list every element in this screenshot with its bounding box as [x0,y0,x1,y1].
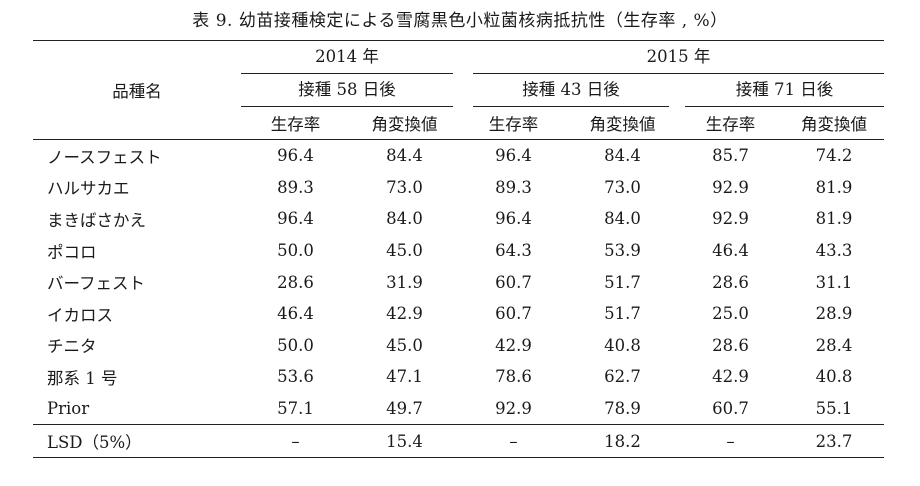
survival-rate-cell: 42.9 [712,367,749,387]
subcol-survival: 生存率 [270,115,321,134]
table-row: まきばさかえ 96.4 84.0 96.4 84.0 92.9 81.9 [33,203,884,235]
lsd-value-cell: 18.2 [568,424,677,458]
lsd-label: LSD（5%） [33,424,241,458]
angular-value-cell: 40.8 [815,367,853,387]
angular-value-cell: 43.3 [815,241,853,261]
lsd-value-cell: 15.4 [350,424,459,458]
survival-rate-cell: 50.0 [277,241,314,261]
subcol-angular: 角変換値 [371,115,438,134]
table-row: バーフェスト 28.6 31.9 60.7 51.7 28.6 31.1 [33,266,884,298]
angular-value-cell: 31.1 [815,272,853,292]
survival-rate-cell: 78.6 [495,367,532,387]
lsd-value-cell: – [241,424,350,458]
table-row: チニタ 50.0 45.0 42.9 40.8 28.6 28.4 [33,330,884,362]
variety-name: ポコロ [47,242,97,262]
survival-rate-cell: 42.9 [495,335,532,355]
inoculation-header-71: 接種 71 日後 [685,74,884,107]
angular-value-cell: 81.9 [815,209,853,229]
survival-rate-cell: 28.6 [712,272,749,292]
variety-name: まきばさかえ [47,210,146,230]
angular-value-cell: 47.1 [386,367,423,387]
survival-rate-cell: 60.7 [495,304,532,324]
lsd-value-cell: 23.7 [784,424,884,458]
angular-value-cell: 53.9 [604,241,641,261]
angular-value-cell: 84.4 [350,138,459,172]
angular-value-cell: 62.7 [604,367,641,387]
table-body: ノースフェスト 96.4 84.4 96.4 84.4 85.7 74.2 ハルサカエ 89.3… [33,138,884,458]
variety-name: チニタ [47,337,97,357]
variety-name: イカロス [47,305,113,325]
inoculation-header-58: 接種 58 日後 [241,74,453,107]
header-row-years: 品種名 2014 年 2015 年 [33,40,884,140]
header-row-inoculation: 接種 58 日後 接種 43 日後 接種 71 日後 [33,74,884,107]
resistance-table: 品種名 2014 年 2015 年 接種 58 日後 接種 43 日後 接種 7… [33,40,884,458]
survival-rate-cell: 96.4 [241,138,350,172]
angular-value-cell: 42.9 [386,304,423,324]
angular-value-cell: 49.7 [386,399,423,419]
subcol-angular: 角変換値 [801,115,867,134]
survival-rate-cell: 89.3 [495,177,532,197]
subcol-angular: 角変換値 [589,115,656,134]
survival-rate-cell: 60.7 [712,399,749,419]
variety-name: 那系 1 号 [47,368,118,388]
survival-rate-cell: 46.4 [712,241,749,261]
angular-value-cell: 51.7 [604,304,641,324]
survival-rate-cell: 57.1 [277,399,314,419]
survival-rate-cell: 60.7 [495,272,532,292]
table-row: ハルサカエ 89.3 73.0 89.3 73.0 92.9 81.9 [33,172,884,204]
angular-value-cell: 81.9 [815,177,853,197]
angular-value-cell: 84.0 [386,209,423,229]
survival-rate-cell: 53.6 [277,367,314,387]
variety-name: バーフェスト [47,274,146,294]
angular-value-cell: 73.0 [604,177,641,197]
table-row: 那系 1 号 53.6 47.1 78.6 62.7 42.9 40.8 [33,361,884,393]
variety-name: ノースフェスト [33,138,241,172]
subcol-survival: 生存率 [705,115,756,134]
inoculation-header-43: 接種 43 日後 [473,74,669,107]
survival-rate-cell: 46.4 [277,304,314,324]
survival-rate-cell: 89.3 [277,177,314,197]
subcol-survival: 生存率 [488,115,539,134]
angular-value-cell: 73.0 [386,177,423,197]
survival-rate-cell: 85.7 [677,138,784,172]
table-row: ポコロ 50.0 45.0 64.3 53.9 46.4 43.3 [33,235,884,267]
angular-value-cell: 28.4 [815,335,853,355]
table-row: Prior 57.1 49.7 92.9 78.9 60.7 55.1 [33,393,884,425]
angular-value-cell: 84.0 [604,209,641,229]
lsd-row: LSD（5%） –15.4–18.2–23.7 [33,424,884,458]
survival-rate-cell: 92.9 [712,209,749,229]
survival-rate-cell: 64.3 [495,241,532,261]
survival-rate-cell: 96.4 [277,209,314,229]
survival-rate-cell: 96.4 [495,209,532,229]
survival-rate-cell: 92.9 [495,399,532,419]
angular-value-cell: 28.9 [815,304,853,324]
survival-rate-cell: 92.9 [712,177,749,197]
angular-value-cell: 45.0 [386,335,423,355]
angular-value-cell: 55.1 [815,399,853,419]
survival-rate-cell: 96.4 [459,138,568,172]
variety-name: Prior [47,399,90,419]
survival-rate-cell: 50.0 [277,335,314,355]
survival-rate-cell: 28.6 [277,272,314,292]
header-row-subcolumns: 生存率 角変換値 生存率 角変換値 生存率 角変換値 [33,107,884,140]
table-row: ノースフェスト 96.4 84.4 96.4 84.4 85.7 74.2 [33,138,884,172]
variety-name: ハルサカエ [47,179,130,199]
year-header-2015: 2015 年 [473,41,884,74]
year-header-2014: 2014 年 [241,41,453,74]
angular-value-cell: 45.0 [386,241,423,261]
angular-value-cell: 40.8 [604,335,641,355]
angular-value-cell: 78.9 [604,399,641,419]
table-row: イカロス 46.4 42.9 60.7 51.7 25.0 28.9 [33,298,884,330]
angular-value-cell: 84.4 [568,138,677,172]
survival-rate-cell: 28.6 [712,335,749,355]
variety-column-header: 品種名 [33,40,241,140]
survival-rate-cell: 25.0 [712,304,749,324]
lsd-value-cell: – [677,424,784,458]
lsd-value-cell: – [459,424,568,458]
angular-value-cell: 51.7 [604,272,641,292]
angular-value-cell: 31.9 [386,272,423,292]
angular-value-cell: 74.2 [784,138,884,172]
table-caption: 表 9. 幼苗接種検定による雪腐黒色小粒菌核病抵抗性（生存率 , %） [192,11,728,31]
